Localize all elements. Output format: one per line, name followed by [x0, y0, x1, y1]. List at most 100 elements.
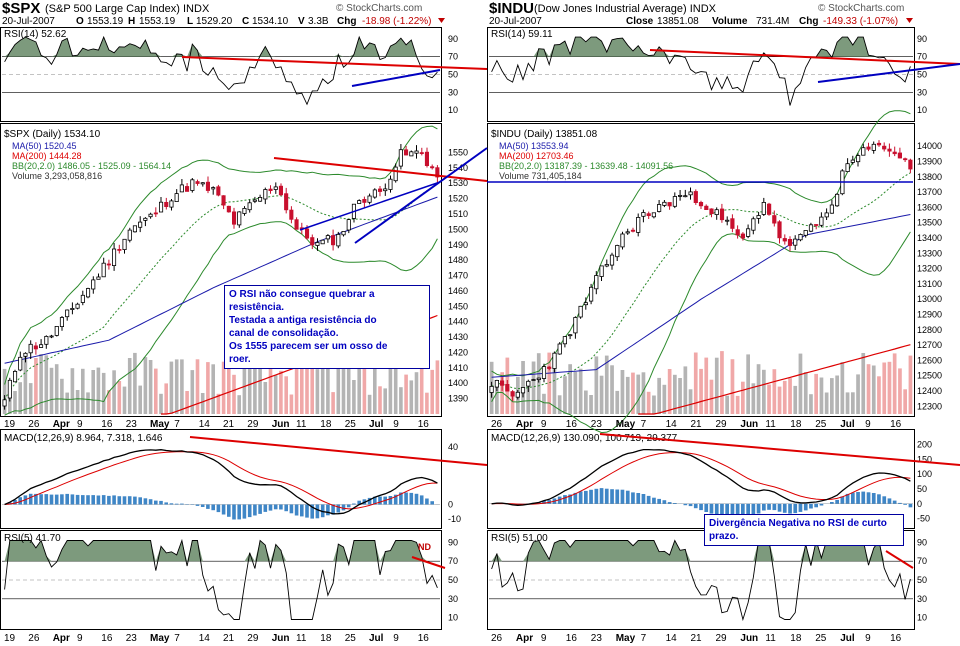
macd-hist-bar [589, 489, 593, 504]
volume-bar [693, 352, 698, 414]
candle-body [552, 352, 557, 369]
candle-body [657, 204, 662, 212]
volume-bar [357, 361, 361, 414]
volume-bar [547, 352, 552, 414]
volume-bar [793, 385, 798, 414]
volume-bar [500, 372, 504, 414]
candle-body [169, 200, 174, 208]
volume-bar [641, 372, 646, 414]
candle-body [2, 399, 7, 407]
spx-high: 1553.19 [139, 16, 176, 27]
macd-hist-bar [315, 504, 320, 519]
candle-body [829, 204, 835, 214]
axis-tick-label: 13600 [917, 202, 942, 212]
volume-bar [138, 385, 142, 414]
candle-body [54, 325, 59, 336]
date-axis-label: 29 [247, 419, 259, 430]
macd-hist-bar [263, 504, 268, 512]
axis-tick-label: 70 [917, 556, 927, 566]
date-axis-label: 18 [320, 633, 332, 644]
macd-hist-bar [625, 490, 630, 504]
volume-bar [814, 373, 818, 414]
spx-volume: 3.3B [308, 16, 329, 27]
date-axis-label: Jul [369, 633, 384, 644]
volume-bar [268, 353, 273, 414]
candle-body [662, 201, 667, 206]
macd-hist-bar [777, 503, 782, 512]
date-axis-label: Jun [272, 419, 290, 430]
date-axis-label: 25 [815, 633, 827, 644]
macd-hist-bar [34, 493, 38, 505]
candle-body [143, 217, 148, 221]
date-axis-label: 23 [591, 633, 603, 644]
macd-hist-bar [154, 500, 158, 505]
volume-bar [762, 369, 766, 414]
volume-bar [552, 360, 557, 414]
date-axis-label: 7 [174, 419, 180, 430]
volume-bar [782, 380, 787, 414]
volume-bar [573, 372, 578, 414]
volume-bar [133, 352, 137, 414]
date-axis-label: Jun [740, 419, 758, 430]
macd-hist-bar [430, 501, 434, 505]
macd-hist-bar [741, 503, 745, 519]
indu-volume-label: Volume [712, 16, 748, 27]
macd-hist-bar [798, 503, 803, 512]
macd-hist-bar [112, 495, 116, 505]
volume-bar [117, 381, 122, 414]
volume-bar [315, 369, 320, 414]
macd-hist-bar [620, 489, 625, 504]
macd-hist-bar [845, 493, 850, 504]
axis-tick-label: 30 [448, 87, 458, 97]
date-axis-label: 23 [126, 419, 138, 430]
candle-body [289, 209, 294, 220]
macd-hist-bar [861, 491, 866, 504]
spx-rsi5-divergence-line [411, 556, 446, 569]
spx-legend-ma50: MA(50) 1520.45 [12, 141, 77, 151]
spx-low-label: L [187, 16, 193, 27]
spx-bb-mid [4, 183, 438, 401]
spx-annotation-line: roer. [229, 354, 251, 365]
macd-hist-bar [367, 497, 372, 505]
candle-body [44, 335, 49, 345]
volume-bar [378, 386, 382, 414]
volume-bar [652, 395, 656, 414]
candle-body [667, 202, 672, 207]
date-axis-label: 16 [890, 419, 902, 430]
macd-hist-bar [908, 503, 913, 508]
volume-bar [667, 369, 672, 414]
volume-bar [425, 392, 429, 414]
volume-bar [96, 367, 101, 414]
spx-name: (S&P 500 Large Cap Index) INDX [45, 3, 210, 15]
spx-change: -18.98 (-1.22%) [362, 16, 431, 27]
date-axis-label: 16 [418, 633, 430, 644]
spx-rsi5-axis: 90 70 50 30 10 [448, 537, 458, 622]
volume-bar [13, 391, 17, 414]
volume-bar [169, 361, 174, 414]
date-axis-label: 9 [541, 633, 547, 644]
spx-main-label: $SPX (Daily) 1534.10 [4, 129, 101, 140]
macd-hist-bar [809, 503, 813, 509]
spx-macd-signal [4, 451, 438, 510]
macd-hist-bar [49, 494, 54, 505]
candle-body [672, 196, 678, 207]
volume-bar [185, 391, 189, 414]
candle-body [494, 379, 500, 388]
candle-body [683, 195, 688, 198]
volume-bar [861, 353, 866, 414]
volume-bar [510, 391, 515, 414]
volume-bar [148, 360, 153, 414]
candle-body [310, 237, 315, 246]
candle-body [242, 207, 247, 214]
candle-body [138, 221, 143, 228]
candle-body [398, 149, 403, 167]
candle-body [850, 159, 855, 163]
macd-hist-bar [599, 488, 604, 504]
macd-hist-bar [378, 496, 382, 505]
candle-body [226, 205, 231, 213]
candle-body [835, 193, 840, 207]
date-axis-label: 9 [865, 419, 871, 430]
candle-body [33, 345, 38, 350]
volume-bar [557, 395, 562, 414]
date-axis-label: 16 [566, 419, 578, 430]
